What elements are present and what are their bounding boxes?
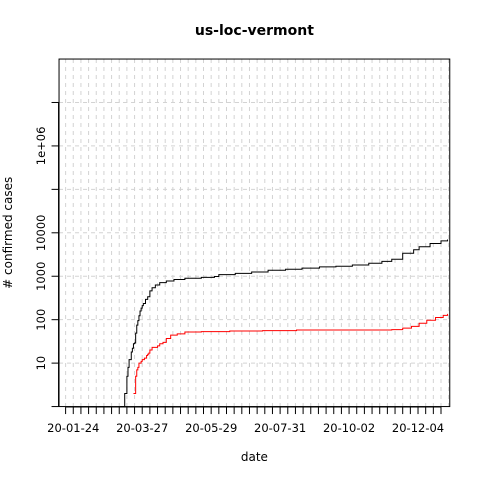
x-tick-label: 20-05-29 [185, 421, 237, 435]
x-axis: 20-01-24 20-03-27 20-05-29 20-07-31 20-10-02… [47, 406, 444, 435]
series-layer [120, 239, 449, 408]
series-line-0 [120, 239, 449, 408]
x-axis-label: date [241, 450, 268, 464]
y-axis: 10 100 1000 10000 1e+06 [34, 101, 60, 408]
x-tick-label: 20-07-31 [254, 421, 306, 435]
x-tick-label: 20-12-04 [392, 421, 444, 435]
x-tick-label: 20-10-02 [323, 421, 375, 435]
y-axis-label: # confirmed cases [1, 177, 15, 289]
x-tick-label: 20-01-24 [47, 421, 99, 435]
x-tick-label: 20-03-27 [116, 421, 168, 435]
y-tick-label: 10000 [34, 215, 48, 252]
y-tick-label: 1e+06 [34, 127, 48, 166]
y-tick-label: 1000 [34, 262, 48, 291]
chart-title: us-loc-vermont [195, 23, 314, 39]
y-tick-label: 100 [34, 309, 48, 331]
y-tick-label: 10 [34, 356, 48, 371]
series-line-1 [133, 313, 449, 394]
